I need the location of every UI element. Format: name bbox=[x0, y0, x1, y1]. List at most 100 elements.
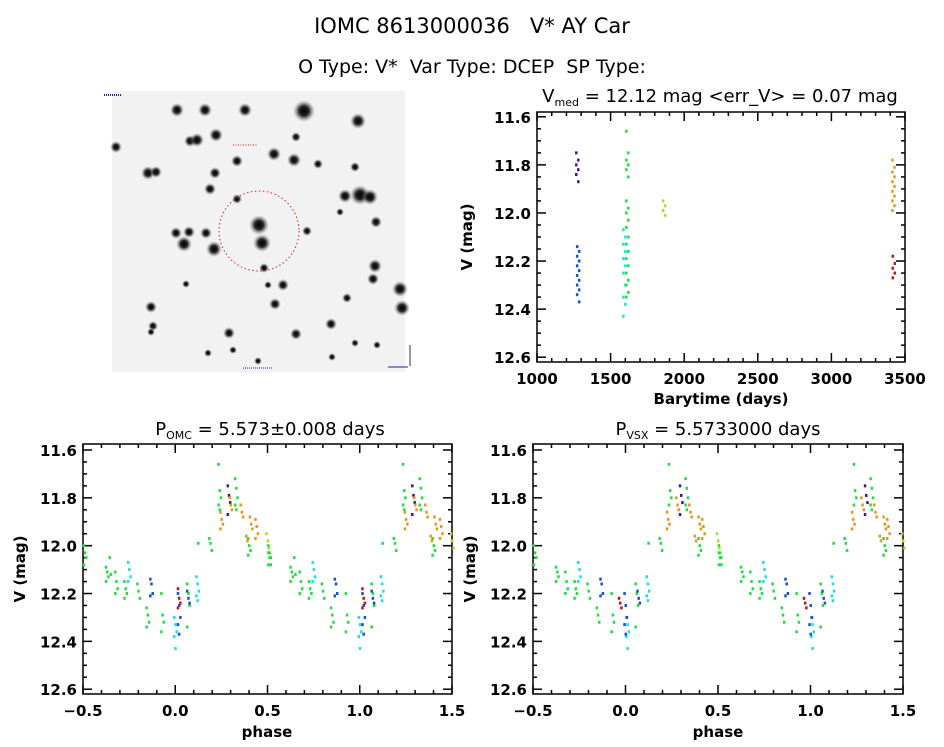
star bbox=[302, 226, 312, 236]
data-point bbox=[129, 575, 132, 579]
data-point bbox=[403, 508, 406, 512]
data-point bbox=[763, 568, 766, 572]
data-point bbox=[830, 594, 833, 598]
figure-subtitle: O Type: V* Var Type: DCEP SP Type: bbox=[298, 56, 646, 78]
data-point bbox=[797, 620, 801, 624]
data-point bbox=[320, 582, 324, 586]
data-point bbox=[718, 556, 722, 560]
data-point bbox=[173, 635, 176, 639]
data-point bbox=[860, 496, 863, 500]
data-point bbox=[742, 575, 745, 579]
data-point bbox=[226, 484, 230, 488]
data-point bbox=[431, 553, 434, 557]
data-point bbox=[703, 532, 706, 536]
data-point bbox=[535, 556, 538, 560]
data-point bbox=[196, 582, 199, 586]
data-point bbox=[786, 592, 790, 596]
y-tick-label: 11.8 bbox=[40, 490, 77, 508]
data-point bbox=[575, 163, 578, 167]
star bbox=[170, 227, 182, 239]
data-point bbox=[891, 158, 894, 162]
data-point bbox=[311, 560, 314, 564]
data-point bbox=[228, 501, 232, 505]
data-point bbox=[665, 527, 669, 531]
star bbox=[232, 194, 242, 204]
data-point bbox=[228, 496, 231, 500]
data-point bbox=[627, 235, 630, 239]
data-point bbox=[187, 592, 190, 596]
star bbox=[182, 280, 190, 288]
data-point bbox=[902, 539, 905, 543]
data-point bbox=[627, 278, 630, 282]
star bbox=[176, 236, 192, 252]
data-point bbox=[677, 508, 680, 512]
data-point bbox=[884, 548, 888, 552]
data-point bbox=[333, 594, 337, 598]
data-point bbox=[575, 264, 579, 268]
data-point bbox=[625, 295, 628, 299]
data-point bbox=[217, 503, 220, 507]
data-point bbox=[863, 513, 867, 517]
star bbox=[373, 341, 381, 349]
y-tick-label: 12.2 bbox=[40, 586, 77, 604]
data-point bbox=[174, 623, 177, 627]
data-point bbox=[218, 489, 222, 493]
data-point bbox=[423, 503, 427, 507]
data-point bbox=[625, 283, 628, 287]
data-point bbox=[82, 544, 86, 548]
data-point bbox=[831, 599, 835, 603]
data-point bbox=[104, 580, 108, 584]
star bbox=[206, 241, 222, 257]
data-point bbox=[893, 271, 897, 275]
data-point bbox=[435, 527, 439, 531]
data-point bbox=[697, 553, 700, 557]
y-axis-label: V (mag) bbox=[458, 203, 476, 270]
plot-frame bbox=[536, 111, 906, 363]
data-point bbox=[248, 515, 252, 519]
data-point bbox=[831, 582, 835, 586]
data-point bbox=[255, 525, 258, 529]
y-tick-label: 12.6 bbox=[494, 349, 531, 367]
data-point bbox=[882, 515, 885, 519]
series-orange bbox=[665, 496, 891, 543]
data-point bbox=[124, 587, 127, 591]
data-point bbox=[362, 596, 365, 600]
data-point bbox=[637, 596, 640, 600]
data-point bbox=[162, 620, 166, 624]
data-point bbox=[809, 632, 812, 636]
data-point bbox=[796, 613, 800, 617]
x-tick-label: 1000 bbox=[516, 370, 558, 388]
data-point bbox=[176, 623, 180, 627]
data-point bbox=[869, 503, 872, 507]
data-point bbox=[395, 548, 398, 552]
data-point bbox=[147, 620, 151, 624]
data-point bbox=[298, 592, 302, 596]
star bbox=[229, 346, 237, 354]
data-point bbox=[251, 527, 254, 531]
x-tick-label: 0.5 bbox=[254, 702, 281, 720]
data-point bbox=[246, 553, 250, 557]
series-purple bbox=[575, 151, 580, 184]
data-point bbox=[188, 601, 191, 605]
y-tick-label: 11.8 bbox=[494, 157, 531, 175]
star bbox=[350, 162, 360, 172]
series-blue bbox=[599, 577, 827, 636]
series-purple bbox=[226, 484, 416, 517]
data-point bbox=[151, 592, 154, 596]
data-point bbox=[265, 532, 268, 536]
data-point bbox=[379, 594, 383, 598]
data-point bbox=[344, 592, 348, 596]
data-point bbox=[685, 508, 689, 512]
data-point bbox=[718, 546, 721, 550]
data-point bbox=[160, 630, 163, 634]
data-point bbox=[681, 501, 684, 505]
data-point bbox=[758, 580, 761, 584]
data-point bbox=[844, 541, 848, 545]
data-point bbox=[564, 570, 567, 574]
data-point bbox=[808, 623, 811, 627]
data-point bbox=[137, 589, 140, 593]
data-point bbox=[109, 572, 113, 576]
data-point bbox=[698, 522, 701, 526]
data-point bbox=[575, 592, 579, 596]
data-point bbox=[893, 204, 896, 208]
